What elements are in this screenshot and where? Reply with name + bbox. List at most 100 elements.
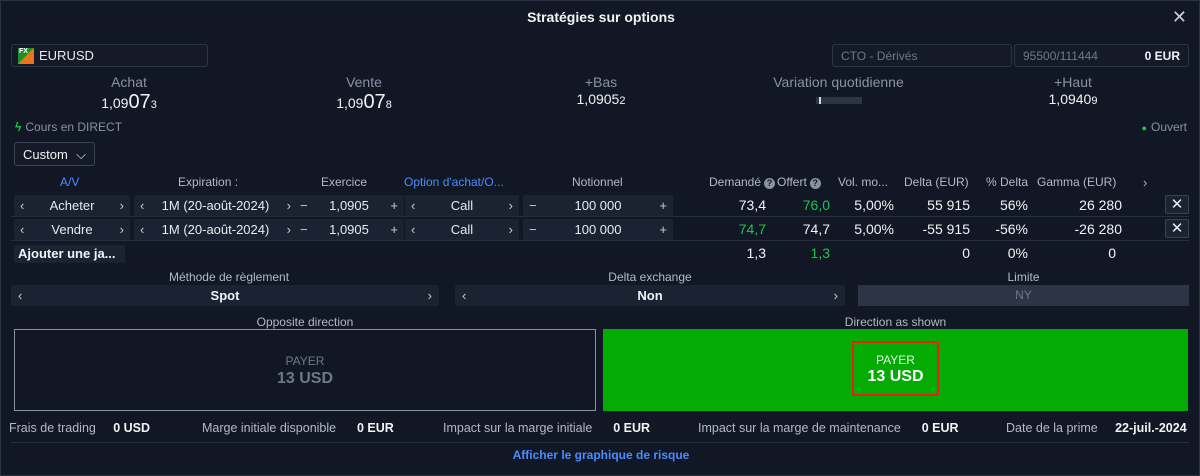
- strategy-value: Custom: [23, 147, 68, 162]
- chevron-left-icon[interactable]: ‹: [411, 198, 416, 213]
- chevron-left-icon[interactable]: ‹: [462, 288, 467, 303]
- plus-icon[interactable]: +: [390, 222, 398, 237]
- bid-quote[interactable]: Achat 1,09073: [79, 74, 179, 114]
- col-bid[interactable]: Demandé?: [709, 175, 776, 189]
- chevron-left-icon[interactable]: ‹: [411, 222, 416, 237]
- chevron-left-icon[interactable]: ‹: [140, 198, 145, 213]
- minus-icon[interactable]: −: [300, 222, 308, 237]
- account-id: 95500/111444: [1023, 49, 1098, 63]
- settlement-method-stepper[interactable]: ‹ Spot ›: [11, 285, 439, 306]
- margin-value: 0 EUR: [356, 421, 394, 435]
- instrument-selector[interactable]: FX EURUSD: [11, 44, 208, 67]
- col-expiration[interactable]: Expiration :: [178, 175, 239, 189]
- opposite-direction-button[interactable]: PAYER 13 USD: [14, 329, 596, 411]
- col-type[interactable]: Option d'achat/O...: [404, 175, 504, 189]
- leg-bid[interactable]: 74,7: [738, 221, 766, 237]
- col-bid-label: Demandé: [709, 175, 762, 189]
- side-stepper[interactable]: ‹ Vendre ›: [14, 219, 130, 240]
- delta-exchange-label: Delta exchange: [608, 270, 692, 284]
- chevron-right-icon[interactable]: ›: [508, 198, 513, 213]
- chevron-right-icon[interactable]: ›: [833, 288, 838, 303]
- chevron-left-icon[interactable]: ‹: [140, 222, 145, 237]
- expiry-stepper[interactable]: ‹ 1M (20-août-2024) ›: [134, 195, 297, 216]
- chevron-right-icon[interactable]: ›: [508, 222, 513, 237]
- ask-fraction: 8: [385, 99, 392, 111]
- market-label: Ouvert: [1150, 120, 1187, 134]
- bid-pips: 07: [128, 91, 151, 113]
- side-stepper[interactable]: ‹ Acheter ›: [14, 195, 130, 216]
- impact-value: 0 EUR: [613, 421, 651, 435]
- col-gamma[interactable]: Gamma (EUR): [1037, 175, 1117, 189]
- shown-kind: PAYER: [876, 353, 915, 367]
- chevron-left-icon[interactable]: ‹: [20, 222, 25, 237]
- col-offer[interactable]: Offert?: [777, 175, 821, 189]
- bid-label: Achat: [111, 74, 147, 90]
- chevron-right-icon[interactable]: ›: [119, 222, 124, 237]
- help-icon[interactable]: ?: [764, 178, 776, 189]
- leg-delta: -55 915: [922, 221, 970, 237]
- chevron-right-icon[interactable]: ›: [286, 222, 291, 237]
- ask-prefix: 1,09: [336, 95, 364, 111]
- remove-leg-button[interactable]: ✕: [1165, 219, 1189, 238]
- leg-side: Acheter: [49, 198, 95, 213]
- leg-side: Vendre: [51, 222, 93, 237]
- selected-price-box[interactable]: PAYER 13 USD: [852, 341, 939, 396]
- chevron-right-icon[interactable]: ›: [427, 288, 432, 303]
- available-margin: Marge initiale disponible 0 EUR: [202, 421, 394, 435]
- impact-label: Impact sur la marge initiale: [443, 421, 593, 435]
- type-stepper[interactable]: ‹ Call ›: [405, 195, 519, 216]
- col-side[interactable]: A/V: [60, 175, 80, 189]
- leg-gamma: 26 280: [1079, 197, 1122, 213]
- chevron-left-icon[interactable]: ‹: [20, 198, 25, 213]
- leg-strike: 1,0905: [329, 222, 369, 237]
- plus-icon[interactable]: +: [659, 222, 667, 237]
- limit-label: Limite: [1007, 270, 1040, 284]
- leg-offer[interactable]: 76,0: [802, 197, 830, 213]
- col-pct-delta[interactable]: % Delta: [986, 175, 1029, 189]
- account-balance: 95500/111444 0 EUR: [1014, 44, 1189, 67]
- plus-icon[interactable]: +: [390, 198, 398, 213]
- chevron-right-icon[interactable]: ›: [1143, 175, 1148, 190]
- remove-leg-button[interactable]: ✕: [1165, 195, 1189, 214]
- leg-offer[interactable]: 74,7: [802, 221, 830, 237]
- direction-shown-button[interactable]: PAYER 13 USD: [603, 329, 1188, 411]
- col-delta[interactable]: Delta (EUR): [904, 175, 969, 189]
- strategy-dropdown[interactable]: Custom ⌵: [14, 142, 95, 166]
- type-stepper[interactable]: ‹ Call ›: [405, 219, 519, 240]
- daily-change: Variation quotidienne: [751, 74, 926, 104]
- minus-icon[interactable]: −: [529, 222, 537, 237]
- strike-stepper[interactable]: − 1,0905 +: [294, 219, 404, 240]
- total-bid: 1,3: [746, 245, 766, 261]
- col-notional[interactable]: Notionnel: [572, 175, 623, 189]
- low-quote: +Bas 1,09052: [551, 74, 651, 107]
- col-offer-label: Offert: [777, 175, 807, 189]
- ask-quote[interactable]: Vente 1,09078: [314, 74, 414, 114]
- add-leg-button[interactable]: Ajouter une ja...: [14, 245, 125, 263]
- show-risk-chart-link[interactable]: Afficher le graphique de risque: [512, 448, 690, 462]
- chevron-right-icon[interactable]: ›: [286, 198, 291, 213]
- help-icon[interactable]: ?: [809, 178, 821, 189]
- leg-notional: 100 000: [574, 198, 622, 213]
- delta-exchange-stepper[interactable]: ‹ Non ›: [455, 285, 845, 306]
- col-vol[interactable]: Vol. mo...: [838, 175, 889, 189]
- minus-icon[interactable]: −: [300, 198, 308, 213]
- leg-vol: 5,00%: [854, 197, 894, 213]
- leg-bid[interactable]: 73,4: [738, 197, 766, 213]
- notional-stepper[interactable]: − 100 000 +: [523, 195, 673, 216]
- opposite-amount: 13 USD: [276, 370, 334, 387]
- account-selector[interactable]: CTO - Dérivés: [832, 44, 1012, 67]
- close-icon[interactable]: ✕: [1171, 7, 1187, 27]
- trading-fees: Frais de trading 0 USD: [9, 421, 150, 435]
- low-label: +Bas: [584, 74, 618, 90]
- maint-value: 0 EUR: [921, 421, 959, 435]
- expiry-stepper[interactable]: ‹ 1M (20-août-2024) ›: [134, 219, 297, 240]
- col-strike[interactable]: Exercice: [321, 175, 368, 189]
- chevron-left-icon[interactable]: ‹: [18, 288, 23, 303]
- chevron-right-icon[interactable]: ›: [119, 198, 124, 213]
- strike-stepper[interactable]: − 1,0905 +: [294, 195, 404, 216]
- leg-expiry: 1M (20-août-2024): [161, 222, 270, 237]
- minus-icon[interactable]: −: [529, 198, 537, 213]
- notional-stepper[interactable]: − 100 000 +: [523, 219, 673, 240]
- plus-icon[interactable]: +: [659, 198, 667, 213]
- settlement-method-value: Spot: [210, 288, 240, 303]
